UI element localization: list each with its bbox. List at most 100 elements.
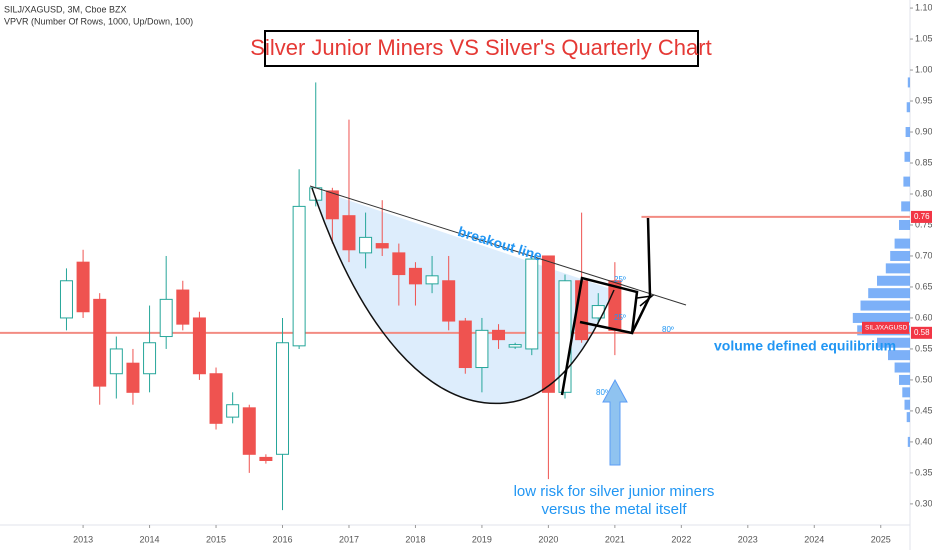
title-box [264, 30, 699, 67]
volume-bar [904, 151, 910, 162]
y-tick-label: 0.65 [915, 281, 932, 291]
risk-label: low risk for silver junior miners [514, 483, 715, 500]
candle-body [508, 344, 522, 348]
y-tick-label: 0.60 [915, 312, 932, 322]
risk-label: versus the metal itself [541, 501, 687, 518]
candle-body [425, 275, 439, 285]
x-tick-label: 2022 [671, 534, 691, 544]
x-tick-label: 2013 [73, 534, 93, 544]
candle-body [259, 456, 273, 462]
candle-body [276, 342, 290, 455]
x-tick-label: 2018 [405, 534, 425, 544]
volume-bar [905, 127, 910, 138]
x-tick-label: 2021 [605, 534, 625, 544]
candle-body [109, 348, 123, 375]
chart-title: Silver Junior Miners VS Silver's Quarter… [250, 35, 711, 60]
y-tick-label: 0.80 [915, 188, 932, 198]
y-tick-label: 1.05 [915, 33, 932, 43]
candle-body [176, 289, 190, 325]
x-tick-label: 2014 [140, 534, 160, 544]
x-tick-label: 2024 [804, 534, 824, 544]
level-tag [911, 210, 932, 223]
breakout-line [309, 185, 687, 306]
y-tick-label: 0.30 [915, 498, 932, 508]
volume-bar [890, 250, 910, 261]
candle-body [475, 329, 489, 369]
volume-bar [906, 102, 910, 113]
equilibrium-label: volume defined equilibrium [714, 338, 896, 354]
candle-body [541, 255, 555, 393]
angle-label: 80º [662, 325, 674, 334]
volume-bar [901, 201, 910, 212]
y-tick-label: 0.70 [915, 250, 932, 260]
volume-bar [877, 337, 910, 348]
candle-body [325, 190, 339, 220]
volume-bar [907, 436, 910, 447]
y-tick-label: 0.50 [915, 374, 932, 384]
candle-body [192, 317, 206, 375]
candle-body [143, 342, 157, 375]
candle-body [408, 267, 422, 285]
candle-body [442, 280, 456, 322]
angle-label: 25º [614, 313, 626, 322]
volume-bar [906, 412, 910, 423]
level-label: 0.76 [914, 212, 930, 221]
level-tag [911, 326, 932, 339]
candle-body [525, 258, 539, 350]
y-tick-label: 1.10 [915, 2, 932, 12]
candle-body [159, 298, 173, 338]
x-tick-label: 2020 [538, 534, 558, 544]
volume-bar [894, 362, 910, 373]
y-tick-label: 0.35 [915, 467, 932, 477]
angle-label: 80º [596, 388, 608, 397]
x-tick-label: 2019 [472, 534, 492, 544]
angle-label: 25º [614, 275, 626, 284]
volume-bar [868, 288, 910, 299]
candle-body [359, 236, 373, 254]
cup-curve [311, 187, 615, 405]
candle-body [375, 243, 389, 249]
candle-body [492, 329, 506, 341]
y-tick-label: 0.45 [915, 405, 932, 415]
candle-body [292, 205, 306, 347]
arrow-head [636, 294, 655, 307]
indicator-header: VPVR (Number Of Rows, 1000, Up/Down, 100… [4, 16, 193, 26]
x-tick-label: 2025 [871, 534, 891, 544]
volume-bar [904, 399, 910, 410]
y-tick-label: 0.40 [915, 436, 932, 446]
y-tick-label: 0.75 [915, 219, 932, 229]
candle-body [342, 215, 356, 251]
x-tick-label: 2015 [206, 534, 226, 544]
y-tick-label: 0.90 [915, 126, 932, 136]
y-tick-label: 0.95 [915, 95, 932, 105]
flag-lines [560, 276, 639, 396]
level-label: 0.58 [914, 328, 930, 337]
x-tick-label: 2016 [272, 534, 292, 544]
candle-body [126, 362, 140, 393]
volume-bar [877, 275, 910, 286]
y-tick-label: 1.00 [915, 64, 932, 74]
y-tick-label: 0.55 [915, 343, 932, 353]
candle-body [59, 280, 73, 319]
up-arrow [602, 378, 628, 466]
volume-bar [903, 176, 910, 187]
cup-area [312, 188, 614, 404]
symbol-header: SILJ/XAGUSD, 3M, Cboe BZX [4, 4, 127, 14]
volume-bar [860, 300, 910, 311]
volume-bar [899, 219, 910, 230]
volume-bar [885, 263, 910, 274]
candle-body [242, 407, 256, 455]
candle-body [226, 404, 240, 418]
candle-body [76, 261, 90, 313]
symbol-label: SILJ/XAGUSD [865, 325, 908, 332]
volume-bar [852, 312, 910, 323]
candle-body [209, 373, 223, 424]
volume-bar [907, 77, 910, 88]
volume-bar [888, 350, 910, 361]
x-tick-label: 2017 [339, 534, 359, 544]
volume-bar [894, 238, 910, 249]
symbol-tag [862, 321, 909, 334]
x-tick-label: 2023 [738, 534, 758, 544]
candle-body [458, 320, 472, 369]
